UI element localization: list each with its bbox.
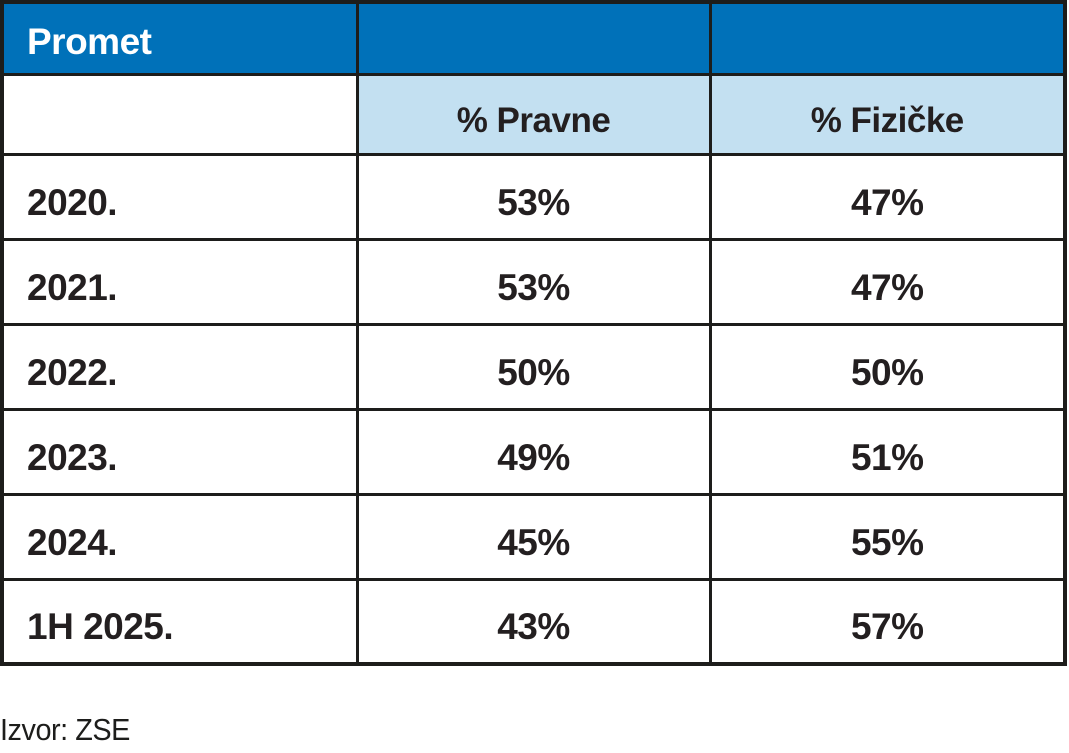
- year-cell: 2022.: [0, 322, 359, 411]
- year-cell: 2024.: [0, 492, 359, 581]
- year-label: 2022.: [27, 351, 118, 393]
- table-row-2022: 2022. 50% 50%: [0, 322, 1067, 411]
- table-title: Promet: [27, 21, 152, 63]
- fizicke-value-cell: 50%: [708, 322, 1067, 411]
- fizicke-value: 57%: [850, 606, 924, 648]
- table-row-2024: 2024. 45% 55%: [0, 492, 1067, 581]
- fizicke-value-cell: 47%: [708, 237, 1067, 326]
- pravne-value: 49%: [497, 436, 570, 478]
- year-label: 2024.: [27, 521, 118, 563]
- pravne-value-cell: 53%: [355, 237, 712, 326]
- column-header-label: % Pravne: [456, 101, 611, 140]
- promet-table: Promet % Pravne % Fizičke 2020.: [0, 0, 1067, 666]
- pravne-value-cell: 45%: [355, 492, 712, 581]
- pravne-value: 53%: [497, 181, 570, 223]
- year-label: 2020.: [27, 181, 118, 223]
- pravne-value-cell: 49%: [355, 407, 712, 496]
- table-row-2021: 2021. 53% 47%: [0, 237, 1067, 326]
- year-cell: 2020.: [0, 152, 359, 241]
- pravne-value-cell: 50%: [355, 322, 712, 411]
- table-row-1h-2025: 1H 2025. 43% 57%: [0, 577, 1067, 666]
- table-row-2023: 2023. 49% 51%: [0, 407, 1067, 496]
- source-caption: Izvor: ZSE: [0, 712, 130, 747]
- column-header-label: % Fizičke: [810, 101, 965, 140]
- table-title-row: Promet: [0, 0, 1067, 76]
- year-cell: 2021.: [0, 237, 359, 326]
- fizicke-value-cell: 47%: [708, 152, 1067, 241]
- column-header-fizicke: % Fizičke: [708, 72, 1067, 156]
- pravne-value: 43%: [497, 606, 570, 648]
- table-row-2020: 2020. 53% 47%: [0, 152, 1067, 241]
- year-label: 2023.: [27, 436, 118, 478]
- year-cell: 1H 2025.: [0, 577, 359, 666]
- table-title-cell: Promet: [0, 0, 359, 76]
- table-subheader-row: % Pravne % Fizičke: [0, 72, 1067, 156]
- year-cell: 2023.: [0, 407, 359, 496]
- fizicke-value-cell: 51%: [708, 407, 1067, 496]
- fizicke-value: 50%: [850, 351, 924, 393]
- title-row-blank-cell: [355, 0, 712, 76]
- fizicke-value-cell: 55%: [708, 492, 1067, 581]
- pravne-value-cell: 53%: [355, 152, 712, 241]
- fizicke-value-cell: 57%: [708, 577, 1067, 666]
- title-row-blank-cell: [708, 0, 1067, 76]
- fizicke-value: 47%: [850, 181, 924, 223]
- fizicke-value: 47%: [850, 266, 924, 308]
- subheader-blank-cell: [0, 72, 359, 156]
- fizicke-value: 55%: [850, 521, 924, 563]
- fizicke-value: 51%: [850, 436, 924, 478]
- pravne-value: 45%: [497, 521, 570, 563]
- pravne-value: 50%: [497, 351, 570, 393]
- pravne-value-cell: 43%: [355, 577, 712, 666]
- column-header-pravne: % Pravne: [355, 72, 712, 156]
- year-label: 2021.: [27, 266, 118, 308]
- pravne-value: 53%: [497, 266, 570, 308]
- year-label: 1H 2025.: [27, 606, 174, 648]
